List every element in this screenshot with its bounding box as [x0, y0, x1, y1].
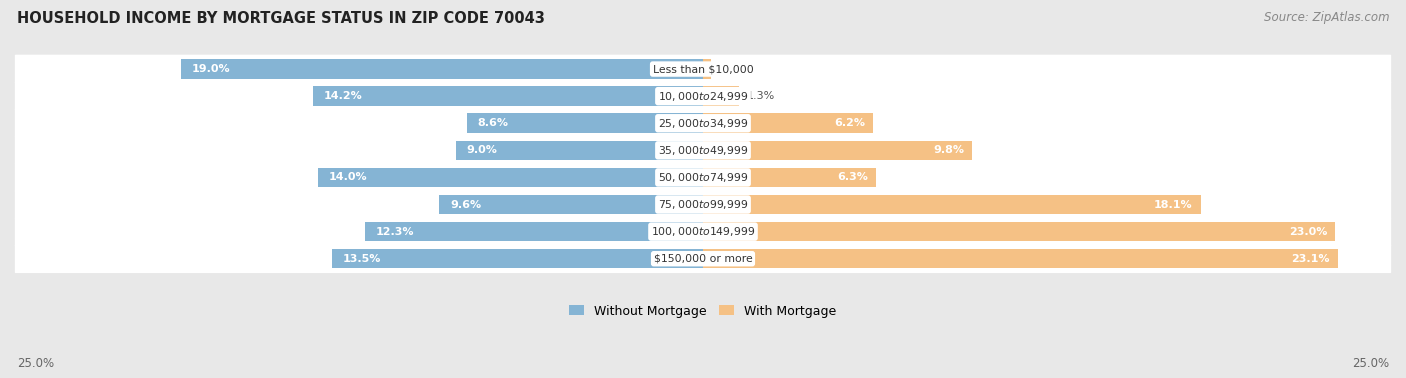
FancyBboxPatch shape	[15, 55, 1391, 84]
Text: 23.1%: 23.1%	[1291, 254, 1330, 264]
FancyBboxPatch shape	[15, 244, 1391, 273]
Text: Less than $10,000: Less than $10,000	[652, 64, 754, 74]
Bar	[703, 222, 1336, 242]
Text: 25.0%: 25.0%	[1353, 358, 1389, 370]
Bar	[456, 141, 703, 160]
FancyBboxPatch shape	[15, 217, 1391, 246]
Bar	[364, 222, 703, 242]
Text: HOUSEHOLD INCOME BY MORTGAGE STATUS IN ZIP CODE 70043: HOUSEHOLD INCOME BY MORTGAGE STATUS IN Z…	[17, 11, 544, 26]
Text: 14.0%: 14.0%	[329, 172, 368, 183]
Text: 0.29%: 0.29%	[720, 64, 755, 74]
Text: 9.6%: 9.6%	[450, 200, 481, 209]
Bar	[703, 141, 973, 160]
Text: 13.5%: 13.5%	[343, 254, 381, 264]
Bar	[703, 113, 873, 133]
Text: $10,000 to $24,999: $10,000 to $24,999	[658, 90, 748, 103]
Text: $35,000 to $49,999: $35,000 to $49,999	[658, 144, 748, 157]
Text: Source: ZipAtlas.com: Source: ZipAtlas.com	[1264, 11, 1389, 24]
FancyBboxPatch shape	[15, 109, 1391, 138]
Text: 25.0%: 25.0%	[17, 358, 53, 370]
Text: 6.3%: 6.3%	[837, 172, 868, 183]
Text: 23.0%: 23.0%	[1289, 227, 1327, 237]
Bar	[703, 195, 1201, 214]
Bar	[439, 195, 703, 214]
FancyBboxPatch shape	[15, 82, 1391, 110]
Bar	[467, 113, 703, 133]
Text: 12.3%: 12.3%	[375, 227, 415, 237]
Bar	[703, 59, 711, 79]
Text: $25,000 to $34,999: $25,000 to $34,999	[658, 117, 748, 130]
Text: 14.2%: 14.2%	[323, 91, 363, 101]
Text: 19.0%: 19.0%	[191, 64, 231, 74]
Bar	[180, 59, 703, 79]
Bar	[703, 249, 1339, 268]
Text: $100,000 to $149,999: $100,000 to $149,999	[651, 225, 755, 238]
Bar	[312, 87, 703, 106]
Bar	[703, 87, 738, 106]
FancyBboxPatch shape	[15, 190, 1391, 219]
FancyBboxPatch shape	[15, 163, 1391, 192]
Text: 18.1%: 18.1%	[1154, 200, 1192, 209]
Text: 9.8%: 9.8%	[934, 146, 965, 155]
Bar	[703, 168, 876, 187]
Legend: Without Mortgage, With Mortgage: Without Mortgage, With Mortgage	[569, 305, 837, 318]
Text: $75,000 to $99,999: $75,000 to $99,999	[658, 198, 748, 211]
Text: 6.2%: 6.2%	[834, 118, 865, 128]
FancyBboxPatch shape	[15, 136, 1391, 165]
Text: 1.3%: 1.3%	[747, 91, 775, 101]
Text: 8.6%: 8.6%	[478, 118, 509, 128]
Bar	[318, 168, 703, 187]
Text: $50,000 to $74,999: $50,000 to $74,999	[658, 171, 748, 184]
Text: 9.0%: 9.0%	[467, 146, 498, 155]
Text: $150,000 or more: $150,000 or more	[654, 254, 752, 264]
Bar	[332, 249, 703, 268]
